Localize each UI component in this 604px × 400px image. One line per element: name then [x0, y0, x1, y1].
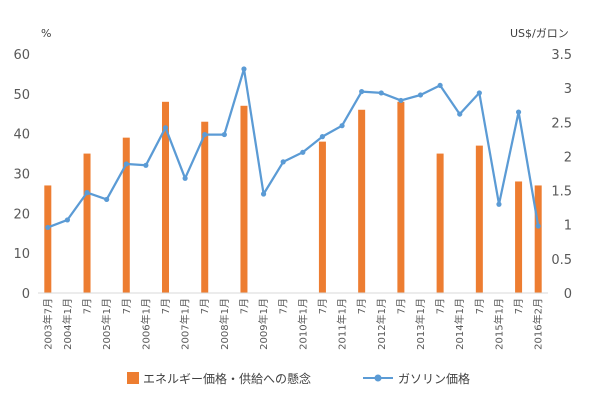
x-tick-label: 2005年1月: [100, 298, 113, 350]
line-series: [45, 66, 541, 231]
legend-line-marker: [374, 374, 382, 382]
line-point: [84, 190, 90, 196]
left-tick-label: 20: [13, 207, 30, 222]
left-axis-unit: %: [41, 27, 51, 40]
left-tick-label: 0: [22, 287, 30, 302]
bar: [475, 145, 483, 293]
bar: [318, 141, 326, 293]
legend-bar-swatch: [127, 372, 139, 384]
x-tick-label: 2015年1月: [492, 298, 505, 350]
bar: [44, 185, 52, 293]
line-point: [398, 97, 404, 104]
line-point: [378, 90, 384, 96]
x-tick-label: 2009年1月: [257, 298, 270, 350]
right-tick-label: 2.5: [551, 116, 572, 131]
x-tick-label: 7月: [395, 298, 407, 314]
line-point: [457, 111, 463, 117]
right-axis-ticks: 0 0.5 1 1.5 2 2.5 3 3.5: [551, 48, 572, 302]
bar: [515, 181, 523, 293]
bar: [122, 137, 130, 293]
x-tick-label: 7月: [278, 298, 290, 314]
x-tick-label: 2010年1月: [296, 298, 309, 350]
right-tick-label: 3.5: [551, 48, 572, 63]
x-tick-label: 7月: [160, 298, 172, 314]
x-tick-label: 2012年1月: [375, 298, 388, 350]
bar: [240, 105, 248, 294]
line-point: [319, 134, 326, 140]
bar: [436, 153, 444, 293]
line-point: [202, 131, 208, 138]
x-tick-label: 7月: [435, 298, 447, 314]
x-tick-label: 2006年1月: [139, 298, 152, 350]
x-tick-label: 2008年1月: [218, 298, 231, 350]
line-point: [476, 90, 482, 96]
line-point: [104, 196, 110, 203]
right-tick-label: 0: [564, 287, 572, 302]
x-tick-label: 7月: [238, 298, 250, 314]
legend-bar-label: エネルギー価格・供給への懸念: [143, 371, 311, 386]
right-axis-unit: US$/ガロン: [510, 27, 569, 40]
x-tick-label: 7月: [513, 298, 525, 314]
x-tick-label: 2003年7月: [41, 298, 54, 350]
right-tick-label: 2: [564, 150, 572, 165]
line-point: [221, 131, 227, 138]
right-tick-label: 1: [564, 219, 572, 234]
bar-series: [44, 101, 542, 294]
bar: [534, 185, 542, 293]
line-point: [359, 88, 365, 95]
x-tick-label: 7月: [356, 298, 368, 314]
left-tick-label: 60: [13, 48, 30, 63]
line-path: [47, 67, 540, 229]
bar: [162, 101, 169, 293]
right-tick-label: 1.5: [551, 185, 572, 200]
left-tick-label: 40: [13, 128, 30, 143]
x-tick-label: 2007年1月: [179, 298, 192, 350]
line-point: [123, 161, 129, 167]
line-point: [300, 149, 306, 155]
x-tick-label: 2011年1月: [336, 298, 349, 350]
x-tick-label: 7月: [121, 298, 133, 314]
left-axis-ticks: 0 10 20 30 40 50 60: [13, 48, 30, 302]
bar: [358, 109, 366, 294]
legend: エネルギー価格・供給への懸念 ガソリン価格: [127, 371, 470, 386]
line-point: [515, 109, 522, 115]
line-point: [339, 123, 345, 129]
line-point: [280, 159, 286, 165]
x-tick-label: 7月: [317, 298, 329, 314]
x-tick-label: 2014年1月: [453, 298, 466, 350]
line-point: [182, 175, 188, 181]
x-tick-label: 2004年1月: [61, 298, 74, 350]
line-point: [260, 191, 267, 197]
line-point: [241, 66, 247, 72]
bar: [83, 153, 91, 293]
line-point: [162, 125, 169, 131]
x-tick-label: 7月: [474, 298, 486, 314]
x-tick-label: 7月: [199, 298, 211, 314]
left-tick-label: 10: [13, 247, 30, 262]
left-tick-label: 30: [13, 168, 30, 183]
bar: [201, 121, 209, 293]
line-point: [45, 224, 51, 231]
line-point: [64, 217, 71, 223]
x-axis-ticks: 2003年7月 2004年1月 7月 2005年1月 7月 2006年1月 7月 2007年1…: [41, 298, 544, 350]
legend-line-label: ガソリン価格: [398, 371, 470, 386]
x-tick-label: 2016年2月: [532, 298, 545, 350]
line-point: [143, 162, 149, 168]
line-point: [417, 92, 424, 98]
line-point: [535, 223, 541, 229]
line-point: [437, 82, 443, 89]
x-tick-label: 7月: [82, 298, 94, 314]
right-tick-label: 0.5: [551, 253, 572, 268]
bar: [397, 101, 405, 293]
line-point: [496, 201, 502, 207]
right-tick-label: 3: [564, 82, 572, 97]
left-tick-label: 50: [13, 88, 30, 103]
x-tick-label: 2013年1月: [414, 298, 427, 350]
